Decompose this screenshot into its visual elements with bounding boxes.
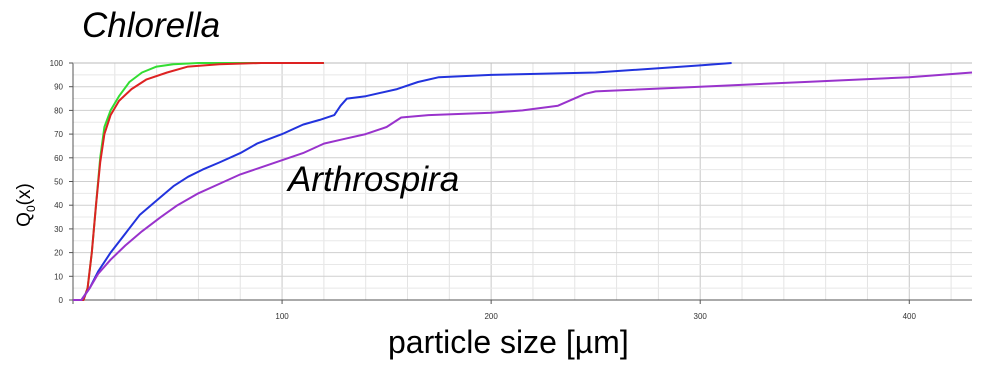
series-line-3 (73, 62, 732, 301)
x-tick-label: 200 (484, 312, 498, 321)
series-annotation: Arthrospira (288, 160, 460, 199)
x-tick-label: 400 (903, 312, 917, 321)
series-line-2 (73, 62, 324, 301)
y-axis-label: Q0(x) (14, 183, 38, 227)
x-tick-label: 300 (694, 312, 708, 321)
y-axis-label-main: Q (14, 212, 36, 227)
y-tick-label: 60 (54, 154, 63, 163)
y-tick-label: 90 (54, 83, 63, 92)
y-tick-label: 0 (59, 296, 64, 305)
x-tick-label: 100 (275, 312, 289, 321)
y-tick-label: 20 (54, 249, 63, 258)
y-axis-label-wrap: Q0(x) (6, 183, 46, 227)
x-axis-label: particle size [µm] (388, 324, 629, 360)
y-tick-label: 50 (54, 178, 63, 187)
series-line-4 (73, 71, 973, 301)
y-axis-label-sub: 0 (23, 205, 38, 213)
chart-title: Chlorella (82, 6, 221, 45)
y-tick-label: 80 (54, 106, 63, 115)
tick-labels: 0 10 20 30 40 50 60 70 80 90 100 100 200 300 400 (50, 59, 917, 321)
y-tick-label: 70 (54, 130, 63, 139)
grid (73, 62, 972, 300)
y-tick-label: 40 (54, 201, 63, 210)
y-tick-label: 100 (50, 59, 64, 68)
y-axis-label-suffix: (x) (14, 183, 36, 206)
y-tick-label: 30 (54, 225, 63, 234)
series-lines (73, 62, 973, 301)
y-tick-label: 10 (54, 272, 63, 281)
